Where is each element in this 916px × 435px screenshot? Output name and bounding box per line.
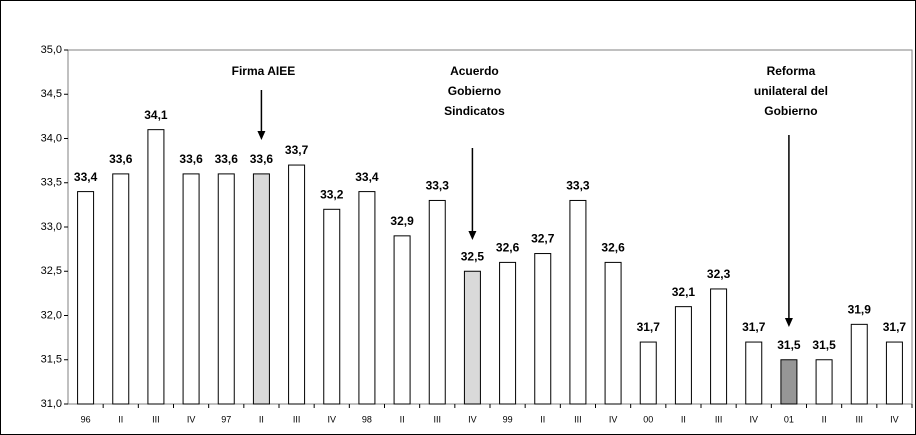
bar	[182, 173, 200, 405]
arrow-head	[468, 231, 477, 240]
annotation: Gobierno	[764, 104, 817, 118]
value-label: 33,6	[109, 152, 133, 166]
x-tick-label: IV	[749, 414, 758, 424]
x-tick-label: 99	[503, 414, 513, 424]
bar	[815, 359, 833, 405]
x-tick-label: II	[400, 414, 405, 424]
x-tick-label: 00	[643, 414, 653, 424]
x-tick-label: III	[574, 414, 582, 424]
value-label: 33,3	[426, 179, 450, 193]
bar	[745, 341, 763, 405]
bar	[604, 261, 622, 405]
bar	[358, 191, 376, 405]
bar	[217, 173, 235, 405]
bar	[393, 235, 411, 405]
y-tick-label: 31,5	[41, 354, 62, 366]
bar	[77, 191, 95, 405]
x-tick-label: 01	[784, 414, 794, 424]
x-tick-label: 96	[81, 414, 91, 424]
x-tick-label: IV	[327, 414, 336, 424]
x-tick-label: II	[259, 414, 264, 424]
value-label: 31,7	[742, 320, 766, 334]
annotation: Firma AIEE	[232, 64, 296, 78]
value-label: 32,6	[496, 241, 520, 255]
x-tick-label: 97	[221, 414, 231, 424]
bar	[463, 270, 481, 405]
y-tick-label: 34,5	[41, 88, 62, 100]
bar	[569, 199, 587, 405]
bar	[147, 129, 165, 405]
bar	[674, 306, 692, 405]
x-tick-label: III	[433, 414, 441, 424]
y-tick-label: 33,5	[41, 177, 62, 189]
x-tick-label: IV	[609, 414, 618, 424]
x-tick-label: 98	[362, 414, 372, 424]
bar	[710, 288, 728, 405]
annotation: Sindicatos	[444, 104, 505, 118]
value-label: 33,3	[566, 179, 590, 193]
value-label: 33,6	[250, 152, 274, 166]
y-tick-label: 33,0	[41, 221, 62, 233]
x-tick-label: IV	[187, 414, 196, 424]
x-tick-label: II	[118, 414, 123, 424]
annotation: Acuerdo	[450, 64, 499, 78]
annotation: Gobierno	[448, 84, 501, 98]
value-label: 33,7	[285, 143, 309, 157]
value-label: 33,2	[320, 187, 344, 201]
annotation: unilateral del	[754, 84, 828, 98]
value-label: 32,6	[601, 241, 625, 255]
value-label: 33,4	[74, 170, 98, 184]
value-label: 34,1	[144, 108, 168, 122]
value-label: 32,3	[707, 267, 731, 281]
value-label: 31,5	[812, 338, 836, 352]
arrow-head	[784, 318, 793, 327]
value-label: 32,9	[390, 214, 414, 228]
x-tick-label: II	[540, 414, 545, 424]
x-tick-label: III	[715, 414, 723, 424]
bar	[499, 261, 517, 405]
value-label: 32,5	[461, 249, 485, 263]
value-label: 33,4	[355, 170, 379, 184]
value-label: 31,7	[883, 320, 907, 334]
y-tick-label: 35,0	[41, 44, 62, 56]
y-tick-label: 31,0	[41, 398, 62, 410]
bar	[534, 253, 552, 405]
value-label: 32,7	[531, 232, 555, 246]
x-tick-label: III	[293, 414, 301, 424]
x-tick-label: IV	[468, 414, 477, 424]
bar	[323, 208, 341, 405]
value-label: 32,1	[672, 285, 696, 299]
bar	[780, 359, 798, 405]
x-tick-label: III	[855, 414, 863, 424]
bar	[112, 173, 130, 405]
x-tick-label: II	[681, 414, 686, 424]
y-tick-label: 32,5	[41, 265, 62, 277]
bar	[639, 341, 657, 405]
value-label: 33,6	[179, 152, 203, 166]
bar	[288, 164, 306, 405]
value-label: 31,5	[777, 338, 801, 352]
bar	[428, 199, 446, 405]
x-tick-label: III	[152, 414, 160, 424]
y-tick-label: 34,0	[41, 132, 62, 144]
x-tick-label: II	[822, 414, 827, 424]
arrow-head	[257, 131, 266, 140]
value-label: 31,9	[848, 303, 872, 317]
x-tick-label: IV	[890, 414, 899, 424]
bar	[885, 341, 903, 405]
y-tick-label: 32,0	[41, 309, 62, 321]
value-label: 33,6	[215, 152, 239, 166]
bar	[252, 173, 270, 405]
value-label: 31,7	[637, 320, 661, 334]
bar	[850, 323, 868, 405]
annotation: Reforma	[767, 64, 816, 78]
